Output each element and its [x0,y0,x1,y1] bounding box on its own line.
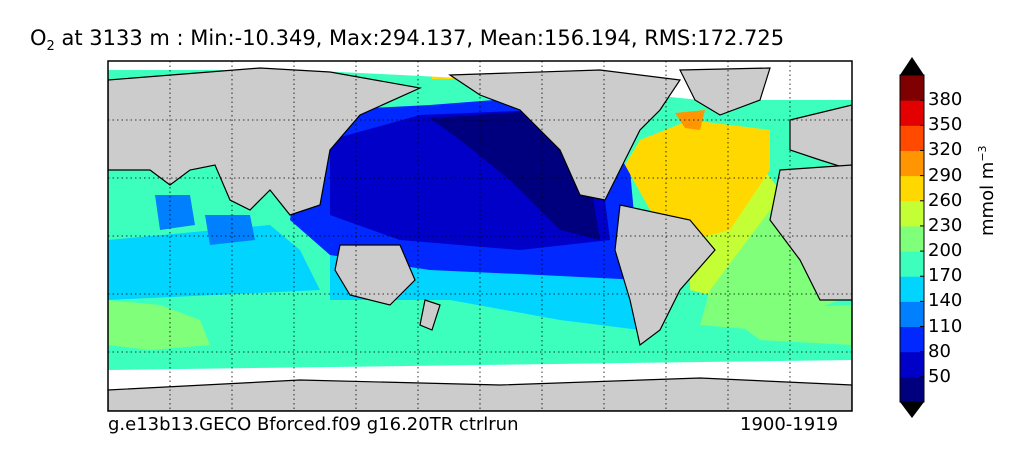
colorbar-segment [900,150,924,177]
colorbar-segment [900,276,924,302]
colorbar-segment [900,351,924,378]
colorbar-segment [900,251,924,277]
colorbar-segment [900,100,924,126]
land-greenland [679,67,771,116]
land-europe-east [789,104,852,171]
colorbar-tick-label: 230 [928,214,963,236]
run-label: g.e13b13.GECO Bforced.f09 g16.20TR ctrlr… [108,414,519,435]
colorbar-max-arrow [900,57,924,75]
title-subscript: 2 [46,39,55,55]
map-frame [107,60,853,412]
colorbar-segment [900,225,924,252]
indian-ocean-light-blue [108,225,320,300]
southern-green-west [108,300,210,350]
colorbar-segment [900,75,924,101]
colorbar-unit-text: mmol m [977,161,998,236]
years-label: 1900-1919 [740,414,839,435]
colorbar-segment [900,376,924,403]
land-new-zealand [419,299,441,331]
map-layers [108,61,852,411]
colorbar-tick-label: 50 [928,365,951,387]
colorbar-segment [900,326,924,353]
colorbar-tick-label: 80 [928,340,951,362]
indian-ocean-blue [155,195,255,245]
colorbar-tick-label: 380 [928,89,963,111]
colorbar-tick-label: 260 [928,189,963,211]
atlantic-north-yellow [625,120,770,240]
colorbar-tick-label: 350 [928,114,963,136]
colorbar-unit: mmol m−3 [976,145,998,236]
land-south-america [614,204,716,347]
title-text: at 3133 m : Min:-10.349, Max:294.137, Me… [61,26,785,50]
colorbar-frame [899,74,925,403]
land-australia [334,244,416,306]
colorbar [899,57,925,418]
colorbar-segment [900,125,924,151]
land-eurasia [108,67,423,216]
colorbar-tick-label: 200 [928,240,963,262]
pacific-darkest [430,112,600,240]
colorbar-tick-label: 140 [928,290,963,312]
colorbar-tick-label: 110 [928,315,963,337]
colorbar-unit-exp: −3 [976,145,989,162]
colorbar-min-arrow [900,402,924,418]
colorbar-tick-label: 290 [928,164,963,186]
land-africa [769,164,852,301]
colorbar-segment [900,175,924,202]
colorbar-tick-label: 320 [928,139,963,161]
land-north-america [448,69,682,201]
map-title: O2 at 3133 m : Min:-10.349, Max:294.137,… [30,26,784,54]
title-variable: O [30,26,47,50]
atlantic-south-green [700,210,840,330]
colorbar-segment [900,200,924,227]
colorbar-segment [900,301,924,328]
colorbar-tick-label: 170 [928,265,963,287]
